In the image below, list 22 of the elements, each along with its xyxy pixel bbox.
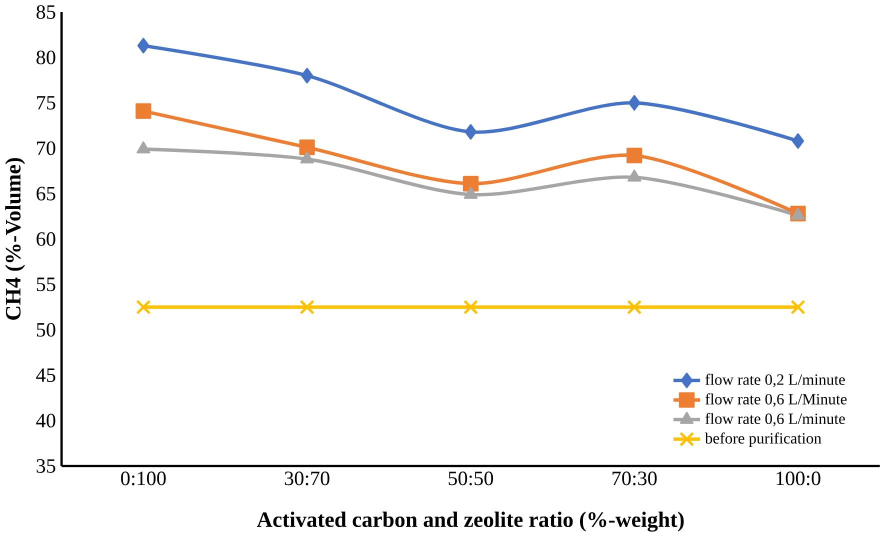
x-tick-label: 50:50 bbox=[448, 472, 494, 486]
y-tick-label: 55 bbox=[36, 278, 56, 292]
legend-label: flow rate 0,2 L/minute bbox=[705, 374, 845, 388]
x-tick-label: 30:70 bbox=[284, 472, 330, 486]
y-tick-label: 50 bbox=[36, 323, 56, 337]
x-tick-label: 100:0 bbox=[776, 472, 820, 486]
y-tick-label: 60 bbox=[36, 232, 56, 246]
y-tick-label: 40 bbox=[36, 414, 56, 428]
y-tick-label: 65 bbox=[36, 186, 56, 201]
y-tick-label: 35 bbox=[36, 459, 56, 473]
x-tick-label: 0:100 bbox=[121, 472, 166, 486]
x-tick-label: 70:30 bbox=[612, 472, 657, 486]
y-tick-label: 75 bbox=[37, 96, 56, 110]
legend-label: flow rate 0,6 L/minute bbox=[705, 412, 845, 426]
y-axis-title: CH4 (%-Volume) bbox=[5, 158, 26, 320]
y-tick-label: 80 bbox=[36, 50, 56, 64]
legend-label: flow rate 0,6 L/Minute bbox=[705, 393, 847, 407]
x-axis-title: Activated carbon and zeolite ratio (%-weight) bbox=[256, 512, 684, 532]
y-tick-label: 70 bbox=[37, 141, 56, 156]
y-tick-label: 45 bbox=[36, 368, 56, 382]
y-tick-label: 85 bbox=[36, 5, 56, 19]
legend-label: before purification bbox=[704, 432, 822, 447]
